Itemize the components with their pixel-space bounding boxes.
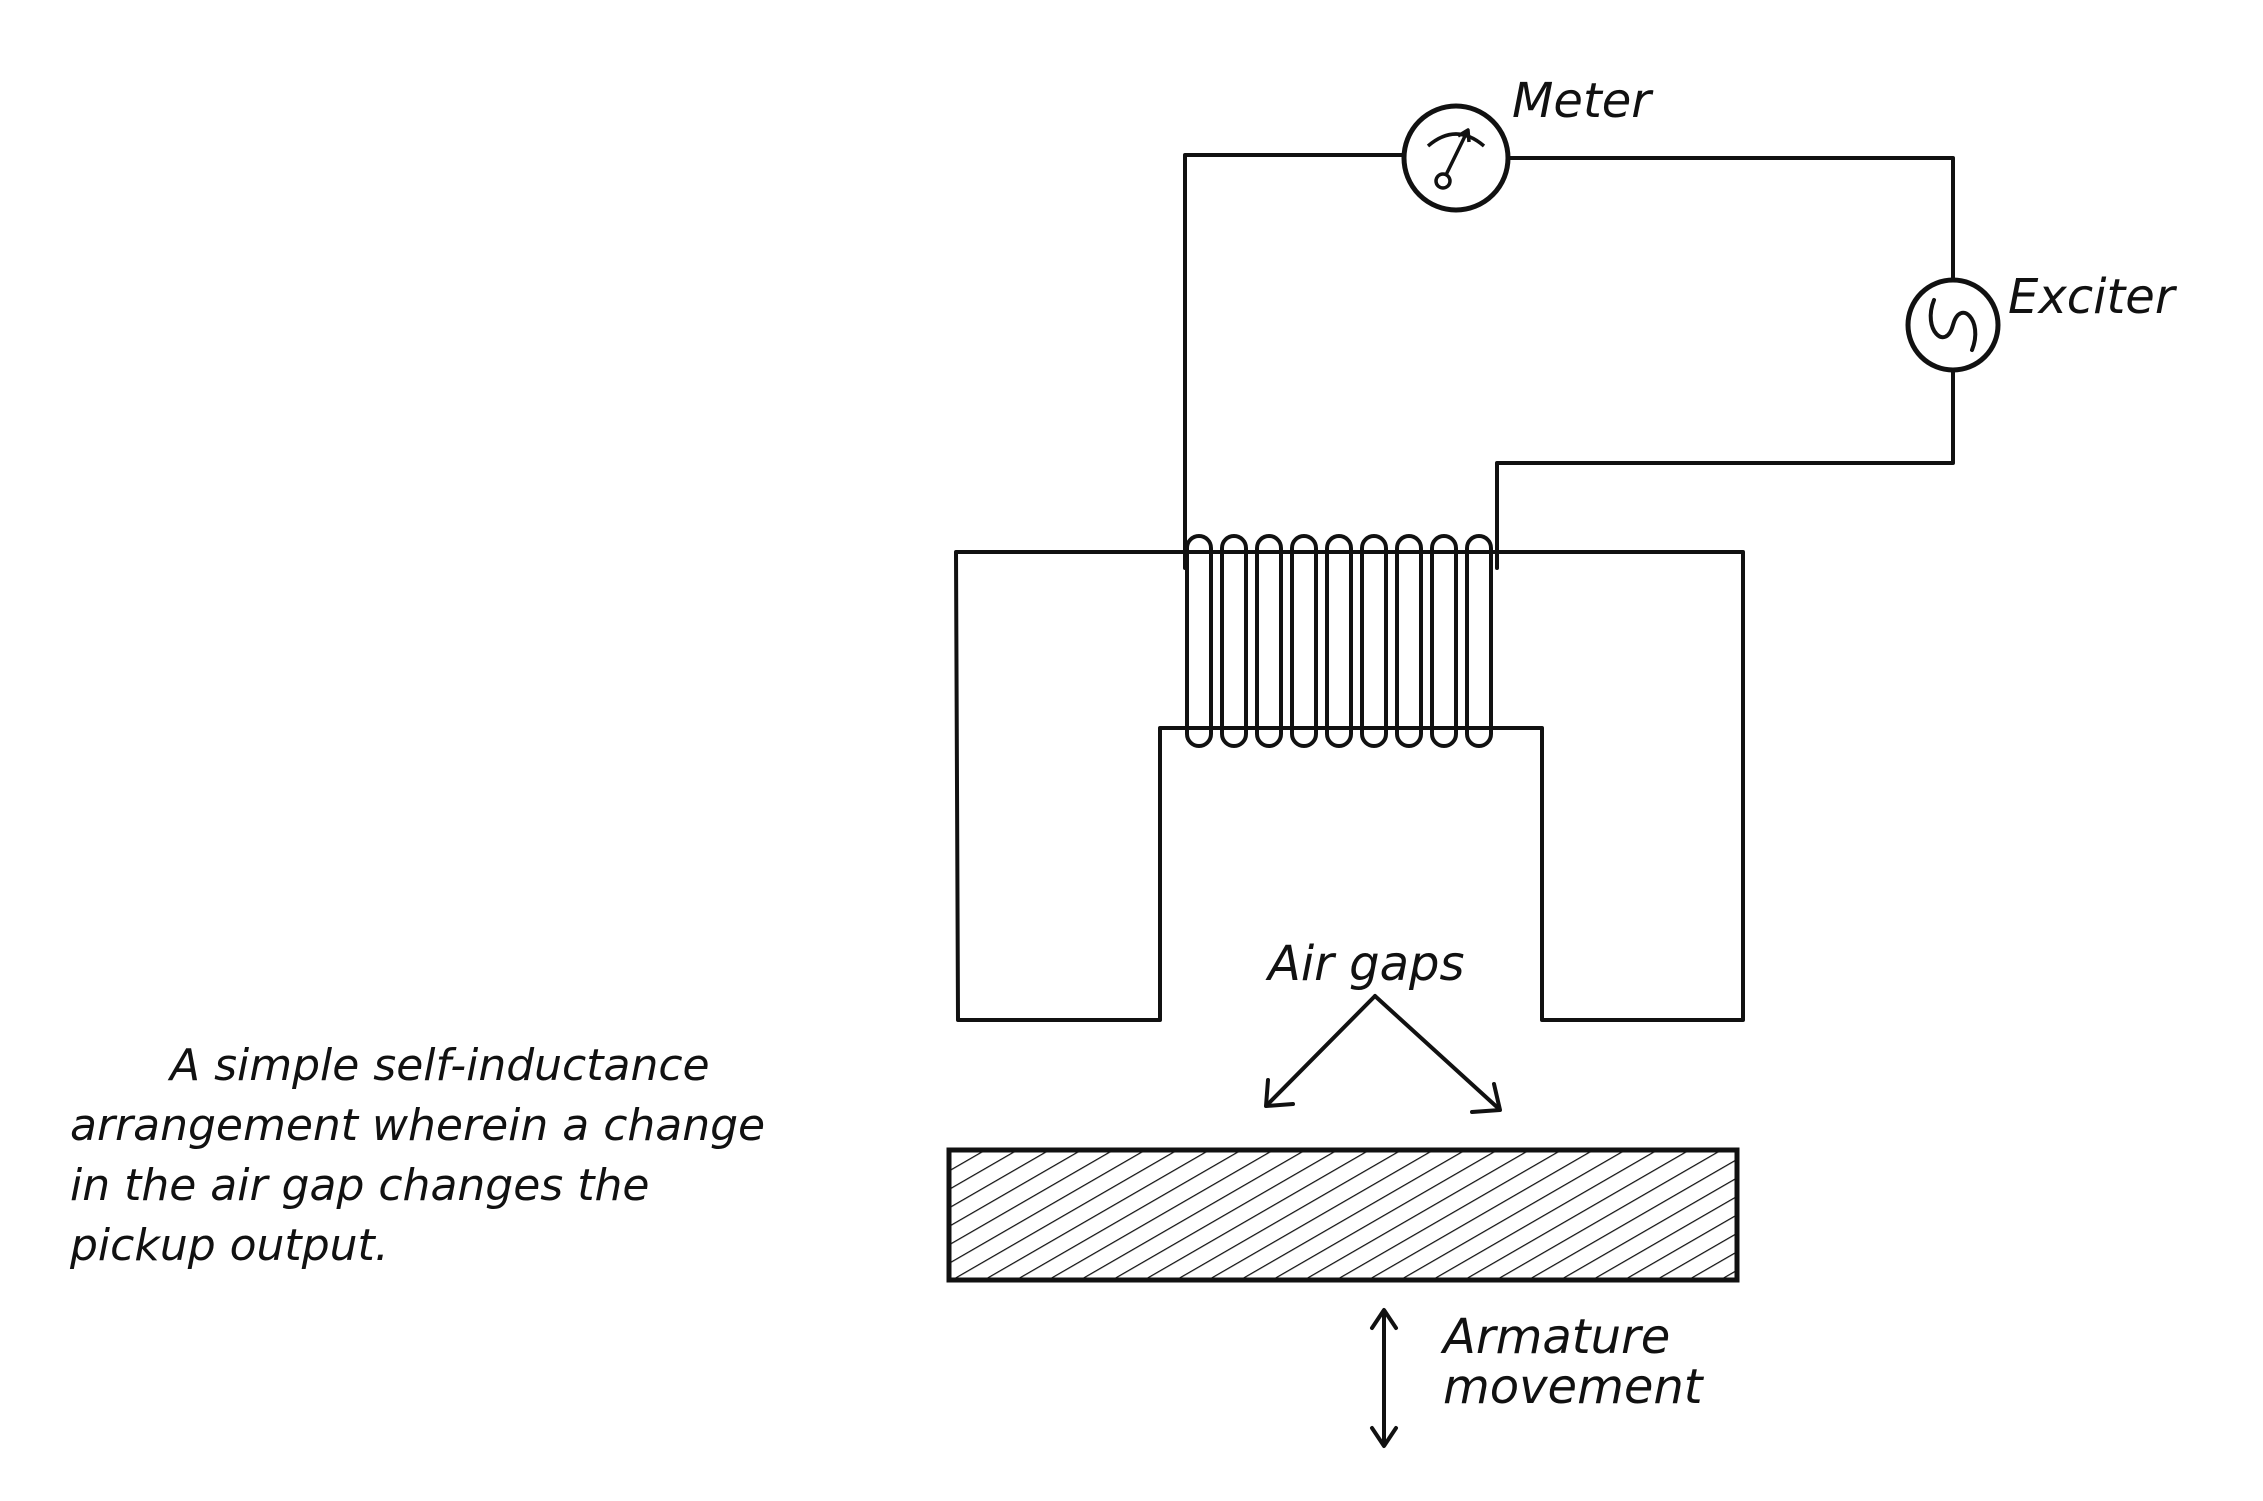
wire-top-right [1507,156,1955,284]
air-gap-arrows [1264,994,1502,1114]
armature-bar [946,1147,1740,1283]
movement-label: movement [1443,1359,1705,1415]
armature-label: Armature [1440,1309,1670,1365]
magnetic-core [954,550,1745,1022]
coil-winding [1185,534,1493,748]
wire-right [1495,366,1955,570]
meter-label: Meter [1512,73,1654,129]
caption-line: in the air gap changes the [70,1160,650,1211]
diagram-caption: A simple self-inductance arrangement whe… [70,1036,830,1276]
caption-line: A simple self-inductance [170,1040,710,1091]
meter-dial-icon [1401,103,1511,213]
wire-left [1183,153,1405,570]
armature-movement-arrow [1370,1308,1398,1448]
caption-line: pickup output. [70,1220,389,1271]
ac-source-icon [1905,277,2001,373]
caption-line: arrangement wherein a change [70,1100,766,1151]
air-gaps-label: Air gaps [1265,936,1465,992]
exciter-label: Exciter [2008,269,2178,325]
circuit-wires [1183,153,1955,570]
